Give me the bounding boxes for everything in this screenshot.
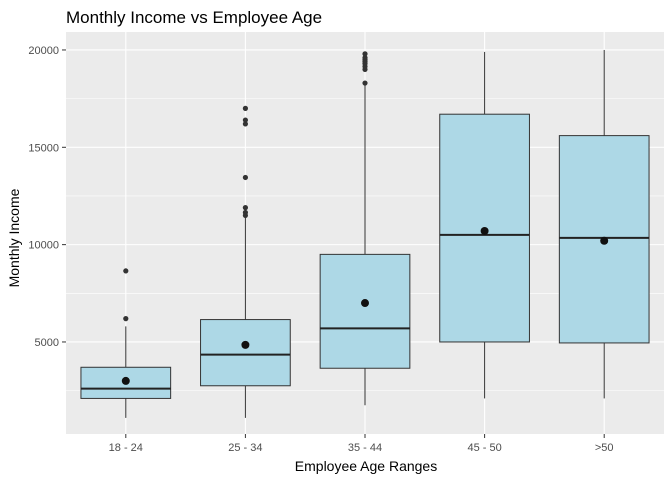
mean-point: [600, 236, 609, 245]
y-tick-label: 20000: [28, 45, 59, 57]
box-5: [558, 49, 650, 399]
outlier-point: [362, 51, 368, 57]
outlier-point: [242, 209, 248, 216]
outlier-point: [242, 117, 248, 123]
y-tick-label: 10000: [28, 240, 59, 252]
outlier-point: [123, 316, 129, 322]
outlier-point: [123, 268, 129, 274]
box-4: [439, 51, 530, 399]
y-axis: 5000 10000 15000 20000: [28, 45, 66, 349]
box-iqr: [200, 319, 291, 387]
boxes: [80, 49, 650, 418]
y-axis-title: Monthly Income: [6, 188, 22, 287]
y-tick-label: 15000: [28, 142, 59, 154]
mean-point: [480, 227, 489, 236]
x-axis: 18 - 24 25 - 34 35 - 44 45 - 50 >50: [109, 434, 614, 454]
x-tick-label: 45 - 50: [467, 442, 501, 454]
box-3: [319, 51, 411, 406]
x-tick-label: >50: [595, 442, 614, 454]
x-tick-label: 35 - 44: [348, 442, 382, 454]
box-1: [80, 268, 172, 418]
box-iqr: [319, 253, 411, 369]
x-axis-title: Employee Age Ranges: [295, 458, 437, 474]
outlier-point: [362, 80, 368, 86]
mean-point: [121, 376, 130, 385]
box-2: [200, 105, 291, 418]
outlier-point: [242, 121, 248, 127]
outlier-point: [242, 174, 248, 181]
mean-point: [361, 299, 369, 308]
outlier-point: [362, 55, 368, 61]
mean-point: [241, 340, 250, 349]
chart-title: Monthly Income vs Employee Age: [66, 8, 322, 27]
y-tick-label: 5000: [35, 337, 59, 349]
outlier-point: [242, 205, 248, 211]
outlier-point: [242, 105, 248, 111]
x-tick-label: 18 - 24: [109, 442, 143, 454]
x-tick-label: 25 - 34: [228, 442, 262, 454]
